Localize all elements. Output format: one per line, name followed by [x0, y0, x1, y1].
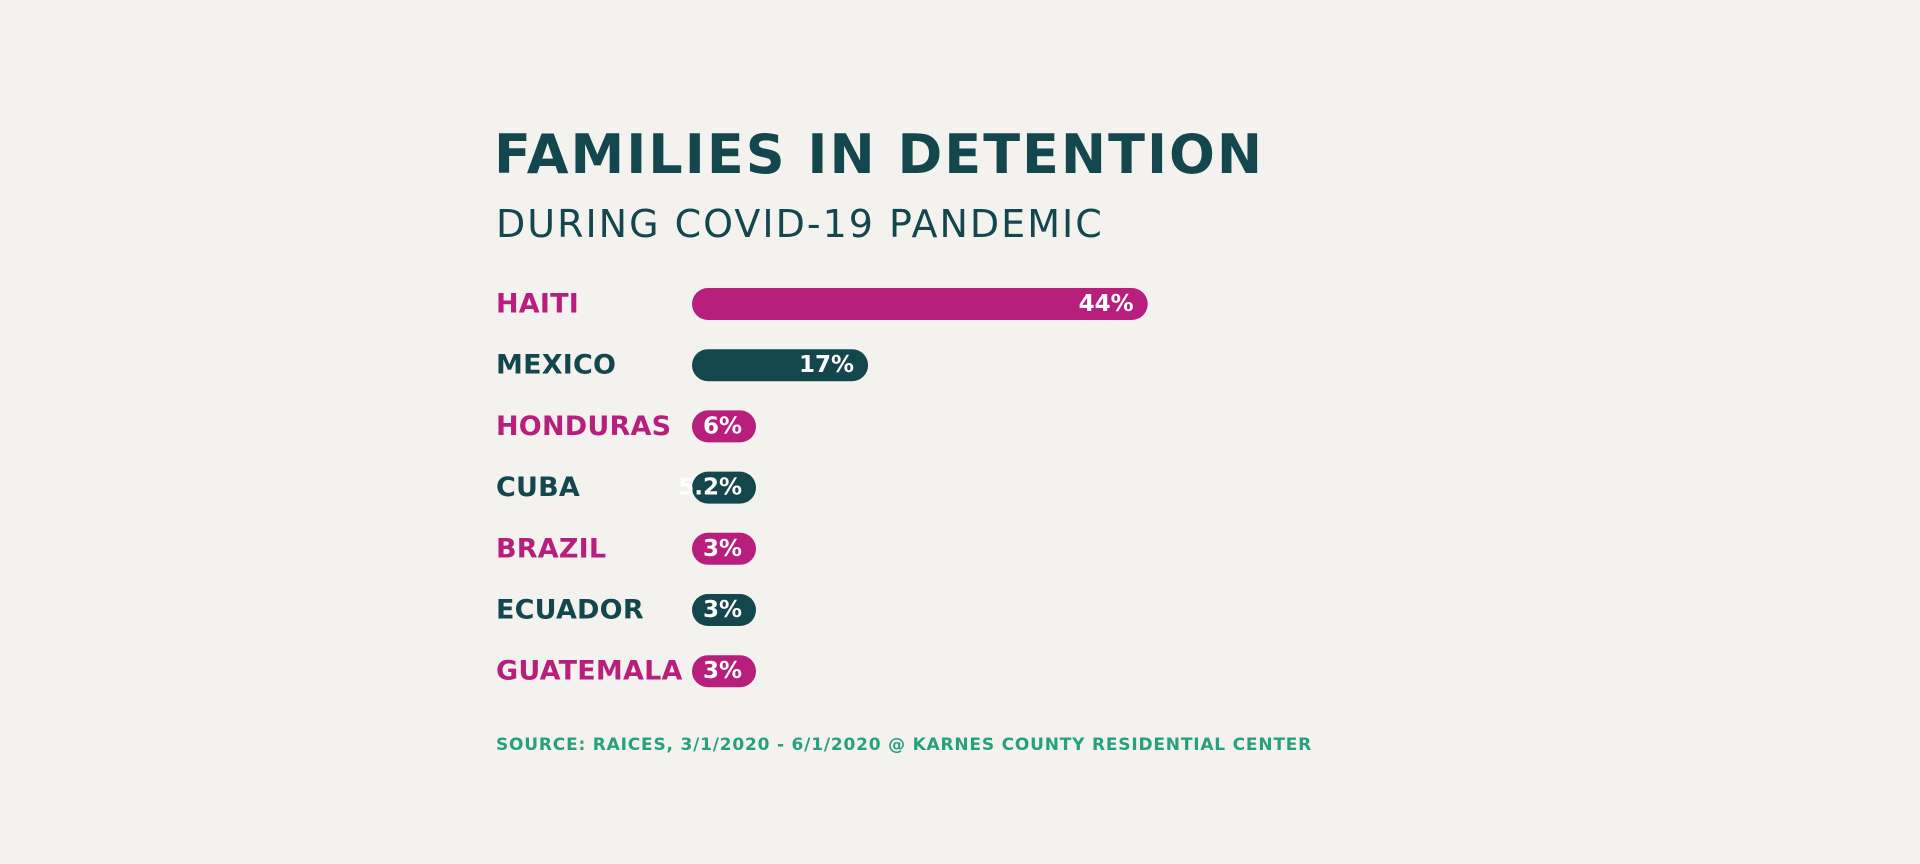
category-label: HONDURAS: [496, 411, 671, 442]
category-label: ECUADOR: [496, 595, 644, 626]
bar: [692, 349, 869, 382]
category-label: CUBA: [496, 472, 580, 503]
category-label: MEXICO: [496, 350, 616, 381]
bar: [692, 471, 756, 504]
category-label: GUATEMALA: [496, 656, 683, 687]
bar: [692, 594, 756, 626]
category-label: BRAZIL: [496, 533, 606, 564]
value-label: 3%: [703, 658, 742, 684]
bar: [692, 410, 756, 443]
bar: [692, 532, 756, 565]
bar: [692, 288, 1148, 320]
value-label: 44%: [1079, 291, 1134, 317]
source-note: SOURCE: RAICES, 3/1/2020 - 6/1/2020 @ KA…: [496, 735, 1313, 755]
bar: [692, 655, 756, 688]
value-label: 17%: [799, 352, 854, 378]
value-label: 6%: [703, 413, 742, 439]
value-label: 3%: [703, 536, 742, 562]
value-label: 5.2%: [678, 475, 742, 501]
category-label: HAITI: [496, 289, 579, 320]
value-label: 3%: [703, 597, 742, 623]
chart-title: FAMILIES IN DETENTION: [494, 123, 1265, 186]
chart-subtitle: DURING COVID-19 PANDEMIC: [496, 202, 1104, 246]
